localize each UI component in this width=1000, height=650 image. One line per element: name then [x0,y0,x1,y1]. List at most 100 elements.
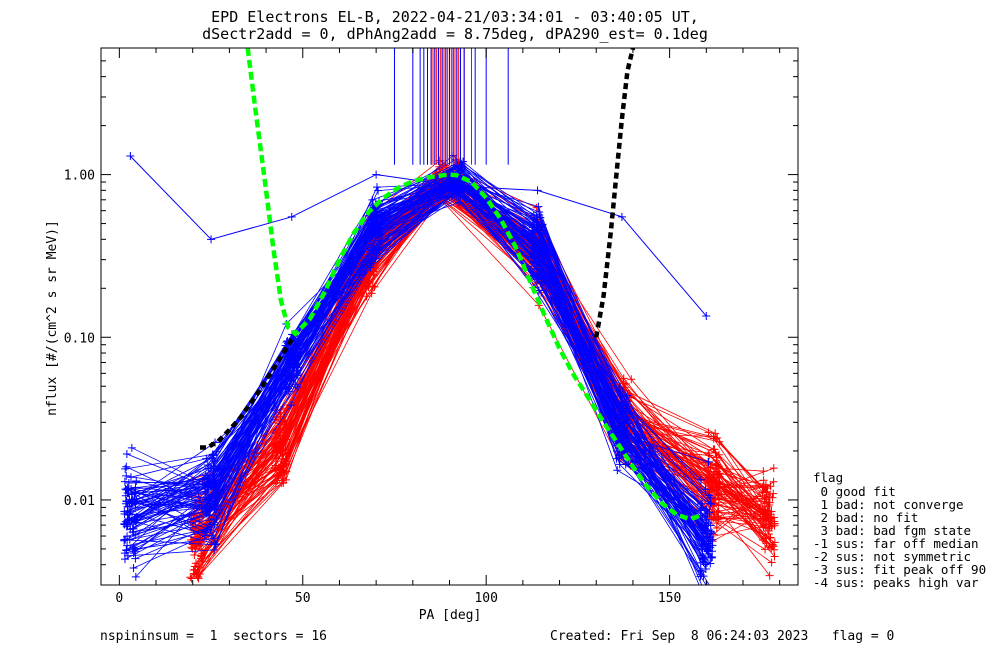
antiparallel-data-point [618,404,627,413]
antiparallel-data-point [281,380,290,389]
parallel-data-point [766,533,775,542]
parallel-data-point [714,491,723,500]
antiparallel-series-line [126,168,707,527]
parallel-data-point [770,545,779,554]
parallel-data-point [761,545,770,554]
antiparallel-series-group [120,151,717,597]
axis-layer: 0 50 100 150 0.01 0.10 1.00 [64,47,798,606]
parallel-data-point [193,568,202,577]
parallel-data-point [278,449,287,458]
antiparallel-data-point [529,248,538,257]
antiparallel-data-point [122,522,131,531]
parallel-data-point [627,375,636,384]
antiparallel-series-line [134,180,713,540]
antiparallel-series-line [130,177,702,529]
x-tick-label: 0 [115,591,123,606]
parallel-data-point [765,507,774,516]
parallel-data-point [195,569,204,578]
antiparallel-data-point [129,564,138,573]
antiparallel-data-point [448,188,457,197]
antiparallel-data-point [120,477,129,486]
antiparallel-data-point [210,500,219,509]
antiparallel-data-point [616,422,625,431]
antiparallel-data-point [528,232,537,241]
antiparallel-data-point [207,523,216,532]
antiparallel-data-point [122,471,131,480]
antiparallel-data-point [209,461,218,470]
antiparallel-data-point [373,217,382,226]
x-axis-label: PA [deg] [419,608,482,623]
parallel-series-line [191,181,766,524]
antiparallel-series-line [126,192,704,538]
parallel-data-point [713,460,722,469]
antiparallel-data-point [458,165,467,174]
x-tick-label: 50 [295,591,311,606]
antiparallel-series-line [133,175,708,546]
antiparallel-data-point [131,554,140,563]
antiparallel-data-point [131,572,140,581]
parallel-series-line [194,189,775,532]
parallel-data-point [711,429,720,438]
antiparallel-data-point [131,530,140,539]
antiparallel-data-point [711,584,713,585]
antiparallel-data-point [622,404,631,413]
antiparallel-data-point [700,511,709,520]
antiparallel-series-line [135,178,713,558]
parallel-series-line [195,196,766,547]
parallel-data-point [770,519,779,528]
antiparallel-data-point [617,433,626,442]
parallel-data-point [761,520,770,529]
parallel-data-point [370,264,379,273]
antiparallel-data-point [209,451,218,460]
antiparallel-data-point [701,589,709,597]
antiparallel-data-point [697,504,706,513]
antiparallel-data-point [125,502,134,511]
legend-entry: -4 sus: peaks high var [813,575,979,590]
antiparallel-data-point [205,505,214,514]
parallel-data-point [191,541,200,550]
parallel-data-point [760,507,769,516]
x-tick-label: 100 [474,591,497,606]
antiparallel-data-point [704,549,713,558]
antiparallel-data-point [373,183,382,192]
antiparallel-data-point [121,491,130,500]
antiparallel-data-point [201,488,210,497]
legend-entry: -3 sus: fit peak off 90 [813,562,986,577]
antiparallel-data-point [286,401,295,410]
antiparallel-data-point [621,460,630,469]
antiparallel-data-point [121,485,130,494]
antiparallel-series-line [135,181,703,552]
parallel-data-point [769,477,778,486]
parallel-data-point [709,445,718,454]
antiparallel-series-line [127,191,702,528]
antiparallel-data-point [122,462,131,471]
antiparallel-series-line [134,171,711,522]
antiparallel-series-line [130,188,708,548]
antiparallel-data-point [211,476,220,485]
antiparallel-data-point [696,475,705,484]
outlier-data-point [452,182,461,191]
antiparallel-data-point [127,443,136,452]
legend-title: flag [813,470,843,485]
antiparallel-data-point [704,457,713,466]
antiparallel-data-point [202,478,211,487]
parallel-data-point [767,558,776,567]
parallel-data-point [769,489,778,498]
antiparallel-data-point [131,547,140,556]
antiparallel-data-point [122,546,131,555]
antiparallel-data-point [615,414,624,423]
legend-entry: -2 sus: not symmetric [813,549,971,564]
antiparallel-data-point [128,524,137,533]
antiparallel-data-point [531,253,540,262]
loss-cone-curve-right [593,48,636,338]
antiparallel-data-point [201,503,210,512]
antiparallel-data-point [533,249,542,258]
outlier-data-point [372,170,381,179]
parallel-data-point [194,574,203,583]
parallel-data-point [715,477,724,486]
antiparallel-data-point [205,510,214,519]
antiparallel-data-point [370,224,379,233]
antiparallel-data-point [538,220,547,229]
peak-lines-group [393,48,509,165]
